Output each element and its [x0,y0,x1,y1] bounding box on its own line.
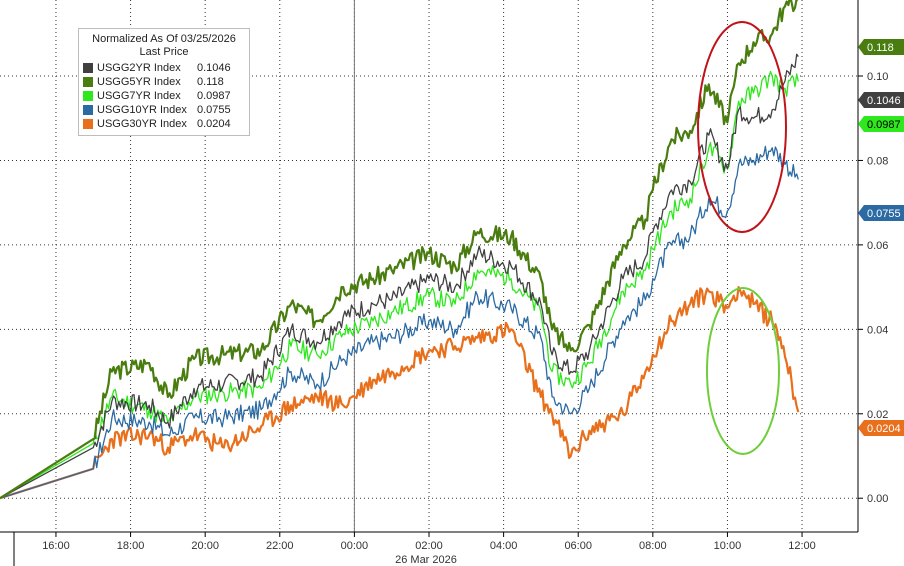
xtick-layer: 16:00 18:00 20:00 22:00 00:00 02:00 04:00 06:00… [42,532,816,552]
legend-entry-usgg30yr: USGG30YR Index 0.0204 [79,117,249,131]
legend-series-value: 0.0204 [197,118,231,130]
badge-value: 0.0204 [867,423,901,435]
badge-background [864,116,904,132]
badge-background [864,92,904,108]
x-tick-label: 02:00 [415,540,443,552]
series-line-usgg7yr [0,70,799,499]
y-tick-label: 0.04 [867,324,888,336]
x-tick-label: 06:00 [564,540,592,552]
legend-series-name: USGG30YR Index [97,118,187,130]
legend-swatch [83,91,93,101]
legend-series-value: 0.118 [197,76,224,88]
last-value-badge: 0.0755 [858,205,904,221]
legend-series-name: USGG10YR Index [97,104,187,116]
x-tick-label: 16:00 [42,540,70,552]
x-tick-label: 00:00 [341,540,369,552]
badge-value: 0.0755 [867,208,901,220]
last-value-badge: 0.1046 [858,92,904,108]
badge-layer: 0.118 0.1046 0.0987 0.0755 0.0204 [858,39,904,436]
badge-pointer [858,116,864,132]
badge-pointer [858,205,864,221]
legend-series-name: USGG2YR Index [97,62,181,74]
badge-value: 0.1046 [867,95,901,107]
legend: Normalized As Of 03/25/2026 Last Price U… [78,28,250,136]
last-value-badge: 0.118 [858,39,904,55]
badge-pointer [858,39,864,55]
series-layer [0,0,800,500]
legend-series-name: USGG7YR Index [97,90,181,102]
date-label: 26 Mar 2026 [395,554,457,566]
series-line-usgg5yr [0,0,799,500]
x-tick-label: 08:00 [639,540,667,552]
annotation-layer [697,21,787,455]
legend-series-value: 0.0987 [197,90,231,102]
legend-entry-usgg7yr: USGG7YR Index 0.0987 [79,89,249,103]
last-value-badge: 0.0987 [858,116,904,132]
y-tick-label: 0.02 [867,409,888,421]
series-line-usgg10yr [0,145,799,499]
y-tick-label: 0.10 [867,71,888,83]
badge-pointer [858,420,864,436]
x-tick-label: 18:00 [117,540,145,552]
x-tick-label: 10:00 [714,540,742,552]
legend-series-value: 0.1046 [197,62,231,74]
legend-swatch [83,105,93,115]
legend-entry-usgg5yr: USGG5YR Index 0.118 [79,75,249,89]
ytick-layer: 0.00 0.02 0.04 0.06 0.08 0.10 [858,71,888,505]
badge-pointer [858,92,864,108]
legend-subtitle: Last Price [139,46,189,58]
x-tick-label: 04:00 [490,540,518,552]
legend-series-name: USGG5YR Index [97,76,181,88]
badge-value: 0.0987 [867,119,901,131]
series-line-usgg30yr [0,286,800,500]
legend-series-value: 0.0755 [197,104,231,116]
y-tick-label: 0.00 [867,493,888,505]
badge-background [864,420,904,436]
highlight-ellipse-red [697,21,787,233]
badge-background [864,39,904,55]
last-value-badge: 0.0204 [858,420,904,436]
x-tick-label: 22:00 [266,540,294,552]
legend-swatch [83,119,93,129]
legend-entry-usgg2yr: USGG2YR Index 0.1046 [79,61,249,75]
legend-swatch [83,77,93,87]
legend-title: Normalized As Of 03/25/2026 [92,33,236,45]
y-tick-label: 0.06 [867,240,888,252]
y-tick-label: 0.08 [867,155,888,167]
badge-value: 0.118 [867,42,894,54]
series-line-usgg2yr [0,53,799,499]
legend-entry-usgg10yr: USGG10YR Index 0.0755 [79,103,249,117]
x-tick-label: 12:00 [788,540,816,552]
legend-swatch [83,63,93,73]
badge-background [864,205,904,221]
highlight-ellipse-green [706,287,780,455]
x-tick-label: 20:00 [191,540,219,552]
